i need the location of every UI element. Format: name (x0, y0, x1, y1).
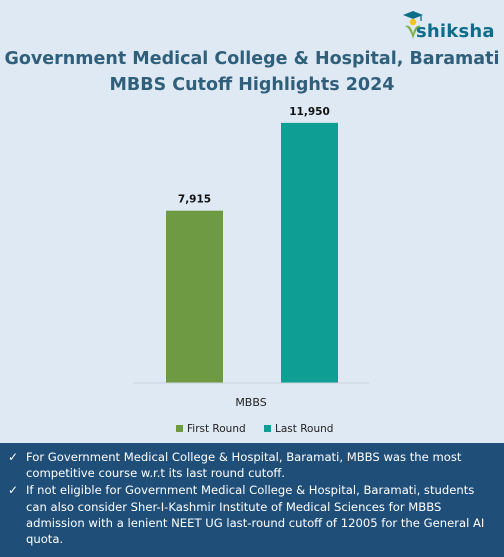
bar-first-round (166, 210, 223, 383)
data-label: 7,915 (178, 194, 211, 206)
insight-text: If not eligible for Government Medical C… (26, 483, 485, 547)
insight-item: ✓ If not eligible for Government Medical… (8, 482, 496, 547)
checkmark-icon: ✓ (8, 450, 19, 464)
bar-last-round (281, 122, 338, 383)
graduation-person-icon (403, 11, 423, 39)
legend-swatch (176, 425, 183, 432)
legend-label: Last Round (275, 423, 333, 435)
x-tick-label: MBBS (235, 396, 266, 409)
legend-label: First Round (187, 423, 246, 435)
brand-name: shiksha (416, 21, 495, 42)
bar-chart: 7,915 11,950 MBBS First Round Last Round (133, 106, 369, 435)
legend: First Round Last Round (176, 423, 333, 435)
chart-title-line-2: MBBS Cutoff Highlights 2024 (109, 75, 395, 95)
legend-swatch (264, 425, 271, 432)
chart-title-line-1: Government Medical College & Hospital, B… (4, 49, 500, 69)
chart-title: Government Medical College & Hospital, B… (0, 46, 504, 98)
shiksha-logo: shiksha (402, 8, 495, 46)
checkmark-icon: ✓ (8, 483, 19, 498)
insight-text: For Government Medical College & Hospita… (26, 450, 462, 481)
data-label: 11,950 (289, 106, 330, 118)
insight-item: ✓ For Government Medical College & Hospi… (8, 449, 496, 481)
insights-panel: ✓ For Government Medical College & Hospi… (0, 443, 504, 557)
